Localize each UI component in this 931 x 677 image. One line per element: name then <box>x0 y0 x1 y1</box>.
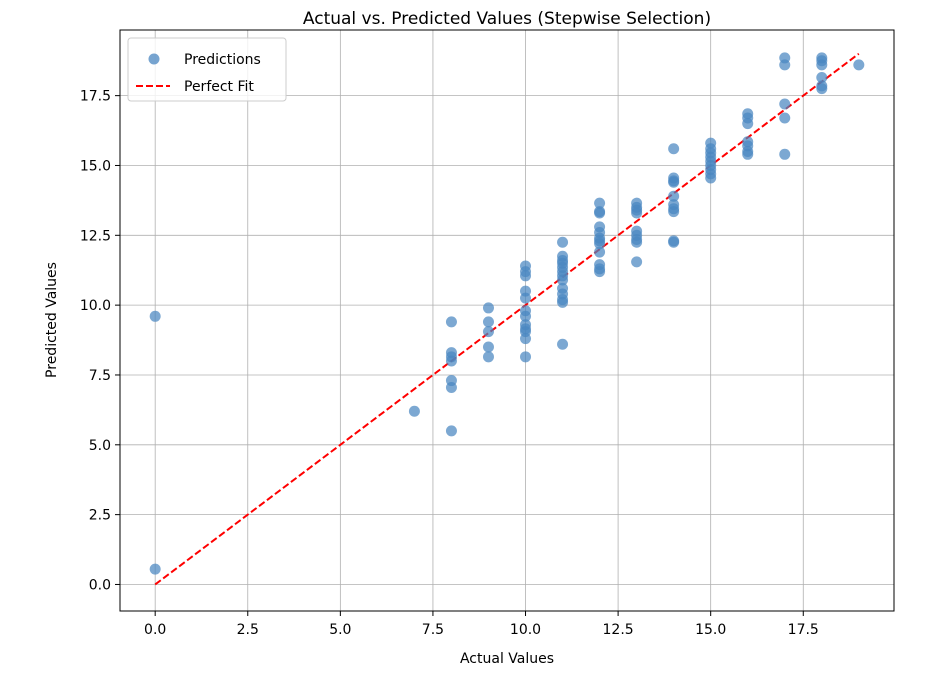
x-tick-label: 15.0 <box>695 622 726 638</box>
prediction-point <box>631 256 643 268</box>
x-axis-ticks: 0.0 2.5 5.0 7.5 10.0 12.5 15.0 17.5 <box>144 611 819 638</box>
prediction-point <box>557 236 569 248</box>
prediction-points <box>149 52 865 575</box>
y-tick-label: 2.5 <box>89 508 111 524</box>
prediction-point <box>482 302 494 314</box>
prediction-point <box>742 118 754 130</box>
y-tick-label: 0.0 <box>89 577 111 593</box>
perfect-fit-line-layer <box>154 52 860 586</box>
prediction-point <box>149 563 161 575</box>
y-axis-ticks: 0.0 2.5 5.0 7.5 10.0 12.5 15.0 17.5 <box>80 89 120 593</box>
prediction-point <box>520 270 532 282</box>
prediction-point <box>482 351 494 363</box>
prediction-point <box>594 207 606 219</box>
y-tick-label: 5.0 <box>89 438 111 454</box>
x-tick-label: 2.5 <box>237 622 259 638</box>
prediction-point <box>445 425 457 437</box>
y-axis-label: Predicted Values <box>44 262 60 378</box>
prediction-point <box>668 190 680 202</box>
prediction-point <box>631 207 643 219</box>
prediction-point <box>482 341 494 353</box>
prediction-point <box>631 236 643 248</box>
prediction-point <box>594 238 606 250</box>
prediction-point <box>705 172 717 184</box>
prediction-point <box>445 316 457 328</box>
x-axis-label: Actual Values <box>460 651 554 667</box>
prediction-point <box>149 310 161 322</box>
legend: Predictions Perfect Fit <box>127 37 287 102</box>
prediction-point <box>742 148 754 160</box>
chart-title: Actual vs. Predicted Values (Stepwise Se… <box>303 9 711 29</box>
prediction-point <box>445 382 457 394</box>
prediction-point <box>668 206 680 218</box>
prediction-point <box>557 296 569 308</box>
legend-label-predictions: Predictions <box>184 52 261 68</box>
prediction-point <box>594 246 606 258</box>
prediction-point <box>853 59 865 71</box>
x-tick-label: 0.0 <box>144 622 166 638</box>
x-tick-label: 10.0 <box>510 622 541 638</box>
prediction-point <box>408 405 420 417</box>
x-tick-label: 17.5 <box>788 622 819 638</box>
prediction-point <box>779 112 791 124</box>
x-tick-label: 12.5 <box>603 622 634 638</box>
prediction-point <box>520 333 532 345</box>
prediction-point <box>779 98 791 110</box>
plot-frame <box>119 29 895 612</box>
prediction-point <box>779 59 791 71</box>
prediction-point <box>668 176 680 188</box>
prediction-point <box>557 274 569 286</box>
prediction-point <box>668 143 680 155</box>
legend-marker-predictions <box>148 53 160 65</box>
prediction-point <box>816 59 828 71</box>
prediction-point <box>816 71 828 83</box>
prediction-point <box>520 351 532 363</box>
y-tick-label: 15.0 <box>80 158 111 174</box>
prediction-point <box>779 148 791 160</box>
prediction-point <box>445 355 457 367</box>
prediction-point <box>668 236 680 248</box>
legend-label-perfect-fit: Perfect Fit <box>184 79 254 95</box>
prediction-point <box>594 197 606 209</box>
y-tick-label: 10.0 <box>80 298 111 314</box>
y-tick-label: 7.5 <box>89 368 111 384</box>
x-tick-label: 7.5 <box>422 622 444 638</box>
perfect-fit-line <box>154 52 860 586</box>
prediction-point <box>482 316 494 328</box>
prediction-point <box>594 266 606 278</box>
prediction-point <box>520 292 532 304</box>
prediction-point <box>482 326 494 338</box>
prediction-point <box>557 338 569 350</box>
x-tick-label: 5.0 <box>329 622 351 638</box>
y-tick-label: 17.5 <box>80 89 111 105</box>
prediction-point <box>520 310 532 322</box>
prediction-point <box>816 83 828 95</box>
y-tick-label: 12.5 <box>80 228 111 244</box>
